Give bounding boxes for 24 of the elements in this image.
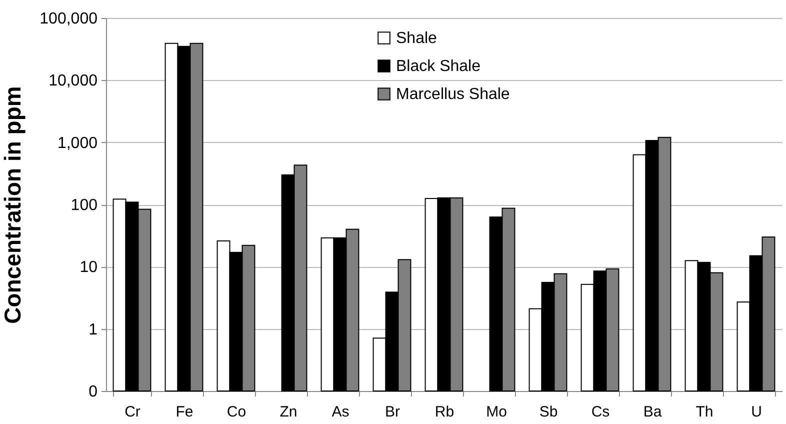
x-tick-label: Co: [226, 404, 246, 420]
x-tick-label: Cs: [591, 404, 610, 420]
x-tick-label: As: [332, 404, 350, 420]
x-tick-label: Mo: [486, 404, 507, 420]
x-tick-label: Sb: [539, 404, 558, 420]
x-tick-label: Th: [696, 404, 714, 420]
legend-label: Black Shale: [396, 58, 481, 75]
y-tick-label: 100: [70, 197, 98, 214]
y-tick-label: 10: [80, 259, 98, 276]
y-tick-label: 1,000: [57, 134, 98, 152]
legend-label: Marcellus Shale: [396, 86, 510, 103]
y-tick-label: 0: [88, 384, 98, 400]
y-axis-title: Concentration in ppm: [0, 86, 26, 324]
y-tick-label: 100,000: [40, 10, 98, 28]
x-tick-label: Rb: [434, 404, 454, 420]
x-tick-label: Zn: [280, 404, 298, 420]
legend-label: Shale: [396, 30, 438, 47]
y-tick-label: 1: [88, 321, 98, 338]
x-tick-label: U: [751, 404, 762, 420]
x-tick-label: Fe: [176, 404, 194, 420]
x-tick-label: Br: [385, 404, 400, 420]
y-tick-label: 10,000: [48, 72, 98, 90]
x-tick-label: Cr: [124, 404, 140, 420]
x-tick-label: Ba: [643, 404, 662, 420]
